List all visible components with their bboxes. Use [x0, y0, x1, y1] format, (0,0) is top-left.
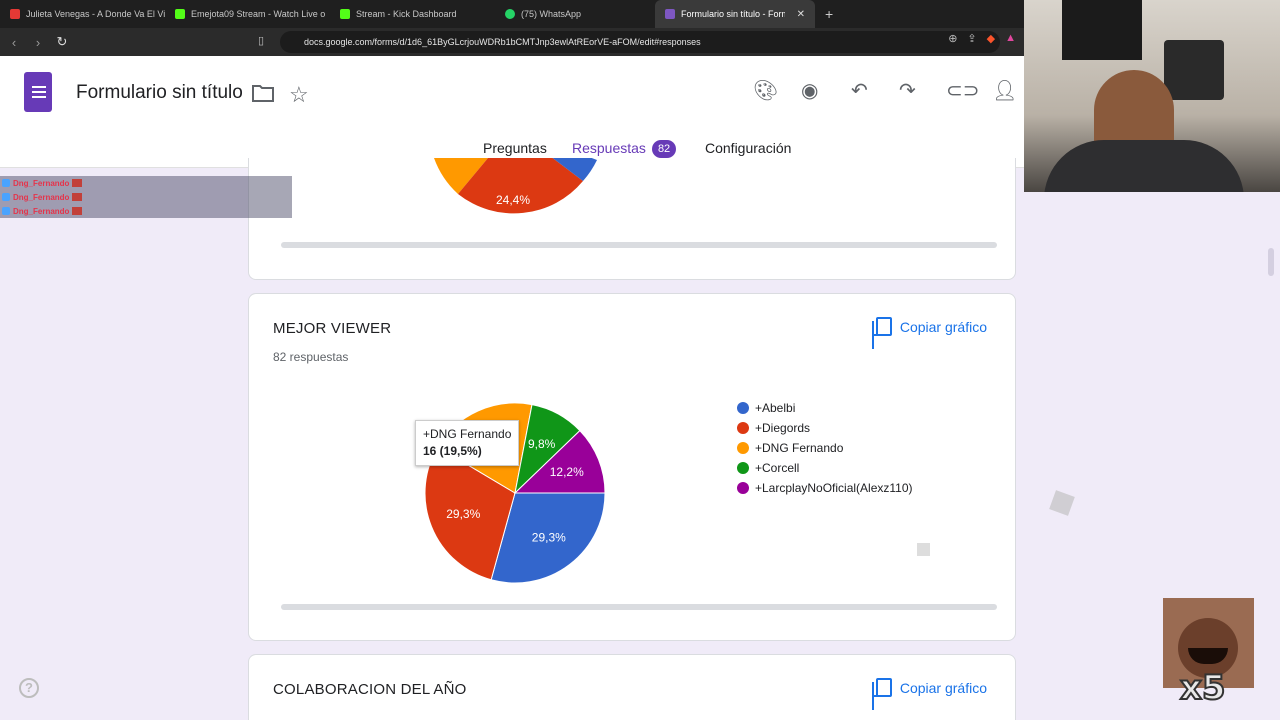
colaboracion-card: COLABORACION DEL AÑO Copiar gráfico [248, 654, 1016, 720]
kick-icon [340, 9, 350, 19]
legend-label: +Diegords [755, 421, 811, 435]
legend-label: +DNG Fernando [755, 441, 844, 455]
responses-count-badge: 82 [651, 140, 677, 158]
pie-slice-label: 12,2% [550, 465, 584, 479]
legend-item: +DNG Fernando [737, 438, 913, 458]
chart-scrollbar[interactable] [281, 604, 997, 610]
pie-slice[interactable] [513, 429, 606, 494]
palette-icon[interactable]: 🎨︎ [753, 80, 779, 102]
tab-settings[interactable]: Configuración [705, 140, 792, 156]
browser-tab-active[interactable]: Formulario sin título - Formulari ✕ [655, 0, 815, 28]
forms-header: Formulario sin título ☆ 🎨︎ ◉ ↶ ↷ ⊂⊃ 👤︎ P… [0, 56, 1024, 168]
chat-row: Dng_Fernando [0, 176, 292, 190]
tab-responses[interactable]: Respuestas 82 [572, 140, 677, 158]
responses-content: 24,4% MEJOR VIEWER 82 respuestas Copiar … [0, 158, 1024, 720]
forward-icon[interactable]: › [35, 34, 41, 50]
confetti-decoration [917, 543, 930, 556]
form-title[interactable]: Formulario sin título [76, 82, 243, 103]
chart-tooltip: +DNG Fernando 16 (19,5%) [415, 420, 520, 466]
youtube-icon [10, 9, 20, 19]
close-tab-icon[interactable]: ✕ [796, 8, 805, 20]
mejor-viewer-card: MEJOR VIEWER 82 respuestas Copiar gráfic… [248, 293, 1016, 641]
emote-overlay [1163, 598, 1254, 688]
legend-label: +Abelbi [755, 401, 796, 415]
legend-dot [737, 482, 749, 494]
preview-eye-icon[interactable]: ◉ [801, 80, 819, 102]
page-scrollbar[interactable] [1268, 248, 1274, 276]
browser-tab[interactable]: Stream - Kick Dashboard [330, 0, 495, 28]
previous-pie-chart: 24,4% [434, 158, 597, 214]
pie-slice-label: 9,8% [528, 437, 556, 451]
back-icon[interactable]: ‹ [11, 34, 17, 50]
forms-logo-icon[interactable] [24, 72, 52, 112]
copy-chart-button[interactable]: Copiar gráfico [871, 678, 987, 698]
zoom-icon[interactable]: ⊕ [948, 33, 958, 45]
emote-multiplier: x5 [1179, 667, 1227, 709]
share-icon[interactable]: ⇪ [967, 33, 977, 45]
previous-pie-label: 24,4% [496, 193, 530, 207]
add-collaborator-icon[interactable]: 👤︎ [992, 80, 1018, 102]
tab-questions[interactable]: Preguntas [483, 140, 547, 156]
legend-dot [737, 442, 749, 454]
kick-icon [175, 9, 185, 19]
browser-tab[interactable]: (75) WhatsApp [495, 0, 655, 28]
legend-dot [737, 402, 749, 414]
pie-slice[interactable] [490, 492, 606, 584]
browser-tab[interactable]: Julieta Venegas - A Donde Va El Vien [0, 0, 165, 28]
chart-legend: +Abelbi +Diegords +DNG Fernando +Corcell +La… [737, 398, 913, 498]
chart-scrollbar[interactable] [281, 242, 997, 248]
card-title: COLABORACION DEL AÑO [273, 681, 467, 698]
legend-dot [737, 422, 749, 434]
copy-icon [871, 678, 892, 698]
brave-rewards-icon[interactable]: ▲ [1005, 32, 1016, 44]
new-tab-icon[interactable]: + [825, 6, 834, 22]
copy-icon [871, 317, 892, 337]
undo-icon[interactable]: ↶ [851, 80, 868, 102]
redo-icon[interactable]: ↷ [899, 80, 916, 102]
whatsapp-icon [505, 9, 515, 19]
legend-item: +Corcell [737, 458, 913, 478]
brave-shield-icon[interactable]: ◆ [986, 33, 996, 45]
address-bar: ‹ › ↻ ▯ docs.google.com/forms/d/1d6_61By… [0, 28, 1024, 56]
legend-item: +LarcplayNoOficial(Alexz110) [737, 478, 913, 498]
url-field[interactable]: docs.google.com/forms/d/1d6_61ByGLcrjouW… [280, 31, 1000, 53]
chat-row: Dng_Fernando [0, 190, 292, 204]
pie-slice-label: 29,3% [532, 530, 566, 544]
legend-item: +Diegords [737, 418, 913, 438]
legend-dot [737, 462, 749, 474]
legend-label: +LarcplayNoOficial(Alexz110) [755, 481, 913, 495]
card-title: MEJOR VIEWER [273, 320, 392, 337]
link-icon[interactable]: ⊂⊃ [946, 80, 980, 102]
response-count: 82 respuestas [273, 350, 349, 364]
browser-tab[interactable]: Emejota09 Stream - Watch Live o [165, 0, 330, 28]
bookmark-icon[interactable]: ▯ [258, 35, 265, 47]
forms-tab-icon [665, 9, 675, 19]
folder-icon[interactable] [252, 84, 274, 102]
previous-chart-card: 24,4% [248, 158, 1016, 280]
stream-chat-overlay: Dng_Fernando Dng_Fernando Dng_Fernando [0, 176, 292, 218]
legend-item: +Abelbi [737, 398, 913, 418]
pie-slice-label: 29,3% [446, 507, 480, 521]
legend-label: +Corcell [755, 461, 800, 475]
star-icon[interactable]: ☆ [289, 82, 309, 107]
chat-row: Dng_Fernando [0, 204, 292, 218]
copy-chart-button[interactable]: Copiar gráfico [871, 317, 987, 337]
browser-tabbar: Julieta Venegas - A Donde Va El Vien Eme… [0, 0, 1024, 28]
reload-icon[interactable]: ↻ [56, 34, 68, 49]
help-icon[interactable]: ? [19, 678, 39, 698]
webcam-overlay [1024, 0, 1280, 192]
